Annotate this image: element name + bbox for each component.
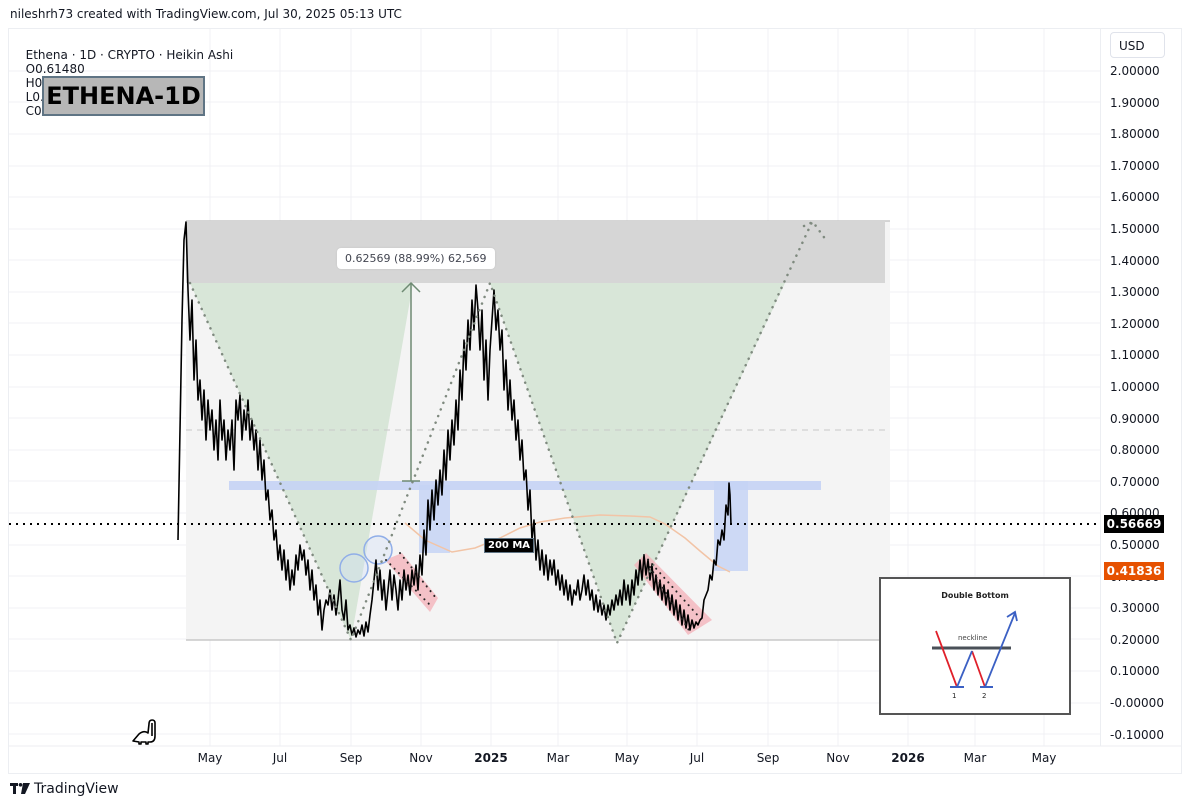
time-tick: Sep — [756, 751, 780, 765]
breakout-box-2 — [714, 481, 748, 571]
circle-marker-2 — [363, 535, 393, 565]
price-tick: 0.30000 — [1110, 601, 1160, 616]
ma-200-label[interactable]: 200 MA — [484, 538, 535, 553]
legend-symbol: Ethena · 1D · CRYPTO · Heikin Ashi — [25, 48, 234, 62]
price-series-line — [177, 221, 732, 638]
inset-bottom-1-label: 1 — [952, 692, 957, 700]
price-tick: 1.00000 — [1110, 380, 1160, 394]
ma-price-label: 0.41836 — [1104, 562, 1164, 580]
price-tick: 1.80000 — [1110, 127, 1160, 142]
time-tick: May — [197, 751, 223, 765]
resistance-zone — [186, 221, 885, 283]
time-tick: May — [614, 751, 640, 765]
dinosaur-icon[interactable] — [130, 716, 160, 750]
price-tick: 1.10000 — [1110, 348, 1160, 363]
time-tick: 2025 — [474, 751, 508, 765]
tradingview-logo-text: TradingView — [34, 781, 119, 797]
time-tick: 2026 — [891, 751, 925, 765]
time-tick: Nov — [409, 751, 433, 765]
price-tick: 0.70000 — [1110, 474, 1160, 489]
price-tick: -0.00000 — [1110, 696, 1164, 710]
price-tick: 0.50000 — [1110, 538, 1160, 552]
tradingview-logo[interactable]: TradingView — [10, 781, 119, 797]
time-tick: Nov — [826, 751, 850, 765]
chart-title-box[interactable]: ETHENA-1D — [42, 76, 205, 116]
price-tick: 1.70000 — [1110, 158, 1160, 173]
price-tick: -0.10000 — [1110, 727, 1164, 742]
time-tick: Jul — [689, 751, 705, 765]
ma-200-line — [404, 514, 731, 573]
time-tick: Jul — [272, 751, 288, 765]
tradingview-logo-icon — [10, 783, 30, 794]
current-price-label: 0.56669 — [1104, 515, 1164, 533]
mid-v-triangle — [490, 283, 785, 643]
inset-bottom-2-label: 2 — [982, 692, 987, 700]
inset-neckline-label: neckline — [958, 634, 988, 642]
time-tick: May — [1031, 751, 1057, 765]
price-tick: 1.90000 — [1110, 95, 1160, 110]
legend-open: O0.61480 — [25, 62, 85, 76]
price-tick: 1.60000 — [1110, 190, 1160, 205]
price-tick: 1.20000 — [1110, 316, 1160, 331]
left-v-triangle — [190, 283, 413, 640]
chart-frame — [8, 28, 1182, 774]
price-tick: 0.10000 — [1110, 664, 1160, 679]
time-tick: Mar — [963, 751, 987, 765]
price-tick: 1.40000 — [1110, 253, 1160, 268]
neckline-zone — [229, 481, 821, 490]
measure-arrow — [401, 281, 421, 482]
double-bottom-inset: Double Bottom neckline 1 2 — [879, 577, 1071, 715]
pink-channel-2 — [634, 553, 712, 635]
attribution-text: nileshrh73 created with TradingView.com,… — [10, 7, 402, 21]
price-axis[interactable] — [1100, 28, 1183, 746]
time-tick: Sep — [339, 751, 363, 765]
measure-label[interactable]: 0.62569 (88.99%) 62,569 — [337, 248, 495, 269]
double-bottom-diagram — [932, 610, 1018, 688]
price-tick: 1.50000 — [1110, 222, 1160, 236]
price-tick: 2.00000 — [1110, 64, 1160, 78]
dotted-v-path — [188, 220, 828, 647]
inset-title: Double Bottom — [941, 591, 1009, 600]
time-tick: Mar — [546, 751, 570, 765]
price-tick: 0.80000 — [1110, 443, 1160, 458]
currency-button[interactable]: USD — [1110, 32, 1165, 58]
price-tick: 0.20000 — [1110, 632, 1160, 647]
price-tick: 0.90000 — [1110, 411, 1160, 426]
circle-marker-1 — [339, 553, 369, 583]
price-tick: 1.30000 — [1110, 285, 1160, 300]
